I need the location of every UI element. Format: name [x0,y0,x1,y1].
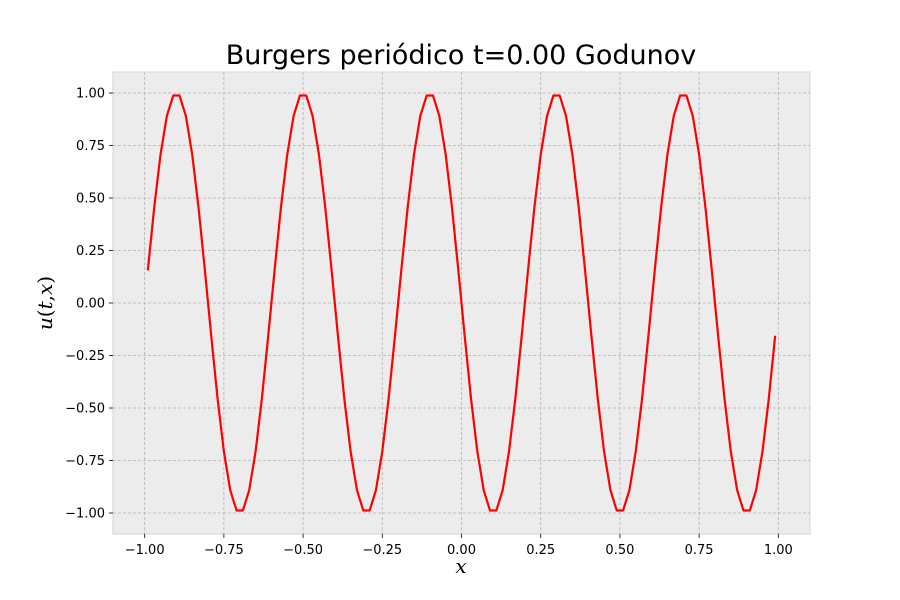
x-tick-label: 0.75 [685,543,714,558]
y-axis-label: u(t,x) [33,276,57,330]
x-tick-label: −0.50 [283,543,323,558]
y-tick-label: 0.50 [76,192,105,207]
x-tick-label: −0.75 [204,543,244,558]
x-axis: −1.00 −0.75 −0.50 −0.25 0.00 0.25 0.50 0.75 1.00 [125,534,793,558]
y-tick-label: −1.00 [65,507,105,522]
x-tick-label: −0.25 [362,543,402,558]
y-axis: 1.00 0.75 0.50 0.25 0.00 −0.25 −0.50 −0.75 −1.00 [65,87,113,522]
y-tick-label: 1.00 [76,87,105,102]
y-tick-label: −0.50 [65,402,105,417]
series-layer [146,94,777,512]
y-tick-label: −0.75 [65,454,105,469]
x-tick-label: −1.00 [125,543,165,558]
x-tick-label: 0.50 [605,543,634,558]
y-tick-label: 0.75 [76,139,105,154]
series-line [146,94,777,512]
x-tick-label: 0.25 [526,543,555,558]
y-tick-label: −0.25 [65,349,105,364]
x-axis-label: x [455,554,466,578]
x-tick-label: 1.00 [764,543,793,558]
x-tick-label: 0.00 [447,543,476,558]
chart-title: Burgers periódico t=0.00 Godunov [226,40,696,71]
y-tick-label: 0.00 [76,297,105,312]
y-tick-label: 0.25 [76,244,105,259]
